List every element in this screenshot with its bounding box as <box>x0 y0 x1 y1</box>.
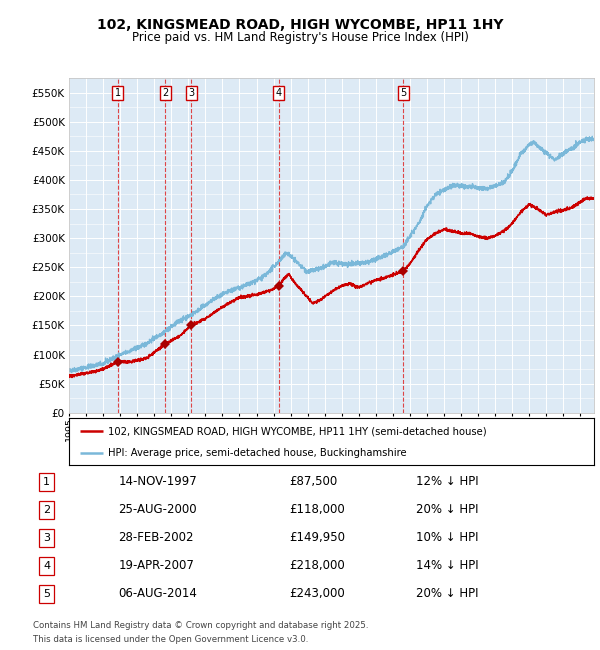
Text: 28-FEB-2002: 28-FEB-2002 <box>118 532 194 544</box>
Text: £218,000: £218,000 <box>289 559 345 573</box>
Text: £149,950: £149,950 <box>289 532 346 544</box>
Text: 06-AUG-2014: 06-AUG-2014 <box>118 588 197 601</box>
Text: 12% ↓ HPI: 12% ↓ HPI <box>416 475 479 489</box>
Text: 4: 4 <box>275 88 282 98</box>
Text: 5: 5 <box>43 589 50 599</box>
Text: Contains HM Land Registry data © Crown copyright and database right 2025.: Contains HM Land Registry data © Crown c… <box>33 621 368 630</box>
Text: 1: 1 <box>115 88 121 98</box>
Text: 102, KINGSMEAD ROAD, HIGH WYCOMBE, HP11 1HY (semi-detached house): 102, KINGSMEAD ROAD, HIGH WYCOMBE, HP11 … <box>109 426 487 436</box>
Text: 2: 2 <box>43 505 50 515</box>
Text: 14-NOV-1997: 14-NOV-1997 <box>118 475 197 489</box>
Text: Price paid vs. HM Land Registry's House Price Index (HPI): Price paid vs. HM Land Registry's House … <box>131 31 469 44</box>
Text: 4: 4 <box>43 561 50 571</box>
Text: £87,500: £87,500 <box>289 475 338 489</box>
Text: £118,000: £118,000 <box>289 503 345 516</box>
Text: £243,000: £243,000 <box>289 588 345 601</box>
Text: HPI: Average price, semi-detached house, Buckinghamshire: HPI: Average price, semi-detached house,… <box>109 448 407 458</box>
Text: 3: 3 <box>43 533 50 543</box>
Text: 25-AUG-2000: 25-AUG-2000 <box>118 503 197 516</box>
Text: This data is licensed under the Open Government Licence v3.0.: This data is licensed under the Open Gov… <box>33 635 308 644</box>
Text: 5: 5 <box>400 88 406 98</box>
Text: 19-APR-2007: 19-APR-2007 <box>118 559 194 573</box>
Text: 1: 1 <box>43 477 50 487</box>
Text: 14% ↓ HPI: 14% ↓ HPI <box>416 559 479 573</box>
Text: 20% ↓ HPI: 20% ↓ HPI <box>416 503 479 516</box>
Text: 3: 3 <box>188 88 194 98</box>
Text: 20% ↓ HPI: 20% ↓ HPI <box>416 588 479 601</box>
Text: 10% ↓ HPI: 10% ↓ HPI <box>416 532 479 544</box>
Text: 102, KINGSMEAD ROAD, HIGH WYCOMBE, HP11 1HY: 102, KINGSMEAD ROAD, HIGH WYCOMBE, HP11 … <box>97 18 503 32</box>
Text: 2: 2 <box>162 88 169 98</box>
